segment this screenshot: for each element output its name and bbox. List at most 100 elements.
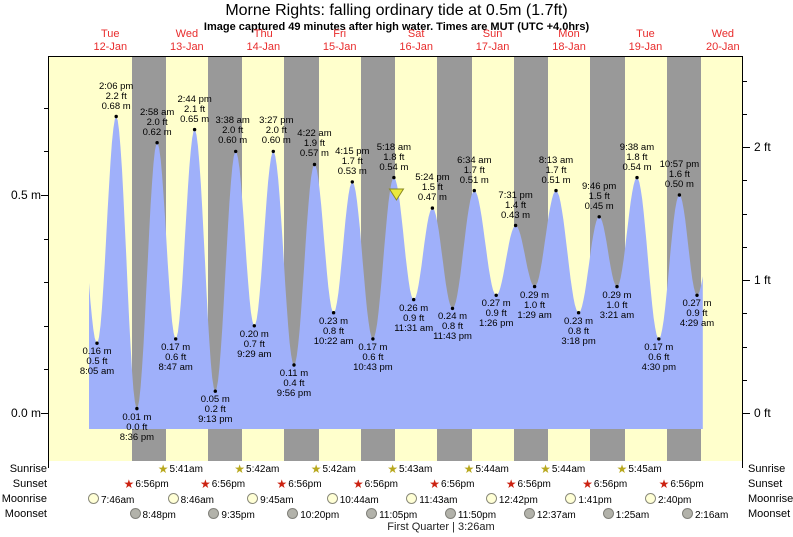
- astro-event: ★5:45am: [617, 463, 662, 476]
- astro-event: ★6:56pm: [506, 478, 551, 491]
- right-minor-tick: [743, 379, 747, 381]
- tide-extreme-dot: [114, 114, 118, 119]
- tide-extreme-dot: [252, 324, 256, 328]
- astro-event: 9:45am: [247, 493, 294, 506]
- astro-event-time: 5:44am: [551, 464, 586, 475]
- left-minor-tick: [44, 151, 48, 153]
- astro-event: 9:35pm: [208, 508, 255, 521]
- moonset-circle-icon: [129, 508, 141, 519]
- chart-subtitle: Image captured 49 minutes after high wat…: [203, 21, 590, 33]
- astro-event: ★5:41am: [158, 463, 203, 476]
- tide-low-label: 0.17 m 0.6 ft 10:43 pm: [353, 341, 393, 373]
- astro-event: ★6:56pm: [429, 478, 474, 491]
- plot-area: 0.16 m 0.5 ft 8:05 am 2:06 pm 2.2 ft 0.68…: [49, 57, 743, 461]
- right-major-tick: [743, 280, 750, 282]
- left-major-tick: [41, 195, 48, 196]
- left-minor-tick: [44, 325, 48, 327]
- moonrise-circle-icon: [485, 493, 497, 504]
- tide-extreme-dot: [350, 180, 354, 184]
- y-axis-right: [742, 57, 743, 468]
- astro-event-time: 5:45am: [628, 464, 662, 475]
- tide-extreme-dot: [135, 406, 139, 411]
- astro-event: 1:41pm: [565, 493, 612, 506]
- astro-event: 11:05pm: [366, 508, 417, 521]
- moonset-circle-icon: [602, 508, 614, 519]
- moon-phase-note: First Quarter | 3:26am: [387, 521, 495, 533]
- astro-event-time: 9:35pm: [221, 510, 255, 521]
- astro-event-time: 2:40pm: [658, 495, 692, 506]
- tide-extreme-dot: [192, 127, 197, 132]
- astro-event-time: 1:41pm: [578, 495, 612, 506]
- day-label: Mon 18-Jan: [552, 28, 586, 53]
- tide-low-label: 0.26 m 0.9 ft 11:31 am: [394, 302, 434, 334]
- sunrise-star-icon: ★: [234, 462, 246, 476]
- moonset-circle-icon: [444, 508, 456, 519]
- tide-low-label: 0.27 m 0.9 ft 1:26 pm: [479, 298, 514, 330]
- astro-event: ★5:42am: [234, 463, 279, 476]
- tide-extreme-dot: [155, 141, 159, 145]
- y-axis-label-m: 0.5 m: [10, 188, 41, 202]
- astro-event: ★5:44am: [464, 463, 509, 476]
- astro-event: ★5:44am: [540, 463, 585, 476]
- astro-event-time: 11:43am: [419, 495, 458, 506]
- tide-high-label: 5:18 am 1.8 ft 0.54 m: [376, 141, 412, 173]
- astro-event: ★6:56pm: [582, 478, 627, 491]
- tide-high-label: 3:38 am 2.0 ft 0.60 m: [215, 115, 250, 147]
- tide-extreme-dot: [213, 389, 217, 393]
- tide-low-label: 0.05 m 0.2 ft 9:13 pm: [198, 394, 233, 426]
- y-axis-label-ft: 1 ft: [754, 273, 771, 288]
- right-major-tick: [743, 147, 750, 149]
- moonset-circle-icon: [366, 508, 378, 519]
- tide-low-label: 0.11 m 0.4 ft 9:56 pm: [276, 368, 312, 400]
- day-label: Sat 16-Jan: [399, 28, 433, 53]
- right-minor-tick: [743, 246, 747, 248]
- astro-event-time: 11:05pm: [379, 510, 418, 521]
- day-label: Tue 19-Jan: [628, 28, 663, 53]
- y-axis-left: [48, 57, 49, 468]
- astro-row-label-left: Moonset: [4, 508, 47, 520]
- astro-event: 12:42pm: [485, 493, 538, 506]
- astro-event-time: 2:16am: [694, 510, 729, 521]
- left-minor-tick: [44, 107, 48, 109]
- sunrise-star-icon: ★: [387, 462, 398, 476]
- astro-event: 10:44am: [326, 493, 379, 506]
- tide-extreme-dot: [635, 175, 639, 180]
- moonrise-circle-icon: [87, 493, 99, 504]
- astro-event-time: 5:44am: [475, 464, 509, 475]
- y-axis-label-ft: 0 ft: [754, 406, 771, 420]
- astro-event: 10:20pm: [287, 508, 339, 521]
- astro-event: ★5:42am: [311, 463, 356, 476]
- sunset-star-icon: ★: [658, 477, 670, 491]
- astro-event: 7:46am: [87, 493, 134, 506]
- left-major-tick: [41, 413, 48, 414]
- tide-extreme-dot: [312, 162, 317, 167]
- left-minor-tick: [44, 369, 48, 371]
- moonrise-circle-icon: [247, 493, 259, 504]
- astro-event: 8:48pm: [129, 508, 176, 521]
- astro-event-time: 12:42pm: [498, 495, 538, 506]
- tide-extreme-dot: [392, 175, 396, 180]
- tide-low-label: 0.17 m 0.6 ft 4:30 pm: [641, 341, 676, 373]
- astro-row-label-left: Moonrise: [1, 493, 47, 505]
- moonrise-circle-icon: [565, 493, 577, 504]
- astro-event: 12:37am: [523, 508, 576, 521]
- astro-event-time: 6:56pm: [288, 479, 322, 490]
- tide-low-label: 0.23 m 0.8 ft 3:18 pm: [561, 315, 596, 347]
- astro-event-time: 1:25am: [615, 510, 650, 521]
- tide-low-label: 0.17 m 0.6 ft 8:47 am: [158, 341, 193, 373]
- tide-area-fill: [89, 116, 703, 429]
- astro-event-time: 10:20pm: [300, 510, 340, 521]
- astro-event-time: 11:50pm: [457, 510, 497, 521]
- sunrise-star-icon: ★: [310, 462, 322, 476]
- tide-high-label: 7:31 pm 1.4 ft 0.43 m: [498, 189, 533, 221]
- astro-event-time: 8:46am: [180, 495, 214, 506]
- tide-low-label: 0.01 m 0.0 ft 8:36 pm: [119, 411, 155, 443]
- y-axis-label-m: 0.0 m: [10, 406, 41, 420]
- astro-row-label-right: Sunrise: [748, 463, 786, 475]
- astro-event: ★6:56pm: [353, 478, 398, 491]
- tide-extreme-dot: [494, 293, 498, 297]
- tide-high-label: 2:06 pm 2.2 ft 0.68 m: [98, 80, 134, 112]
- tide-extreme-dot: [576, 311, 581, 315]
- astro-event: ★6:56pm: [659, 478, 704, 491]
